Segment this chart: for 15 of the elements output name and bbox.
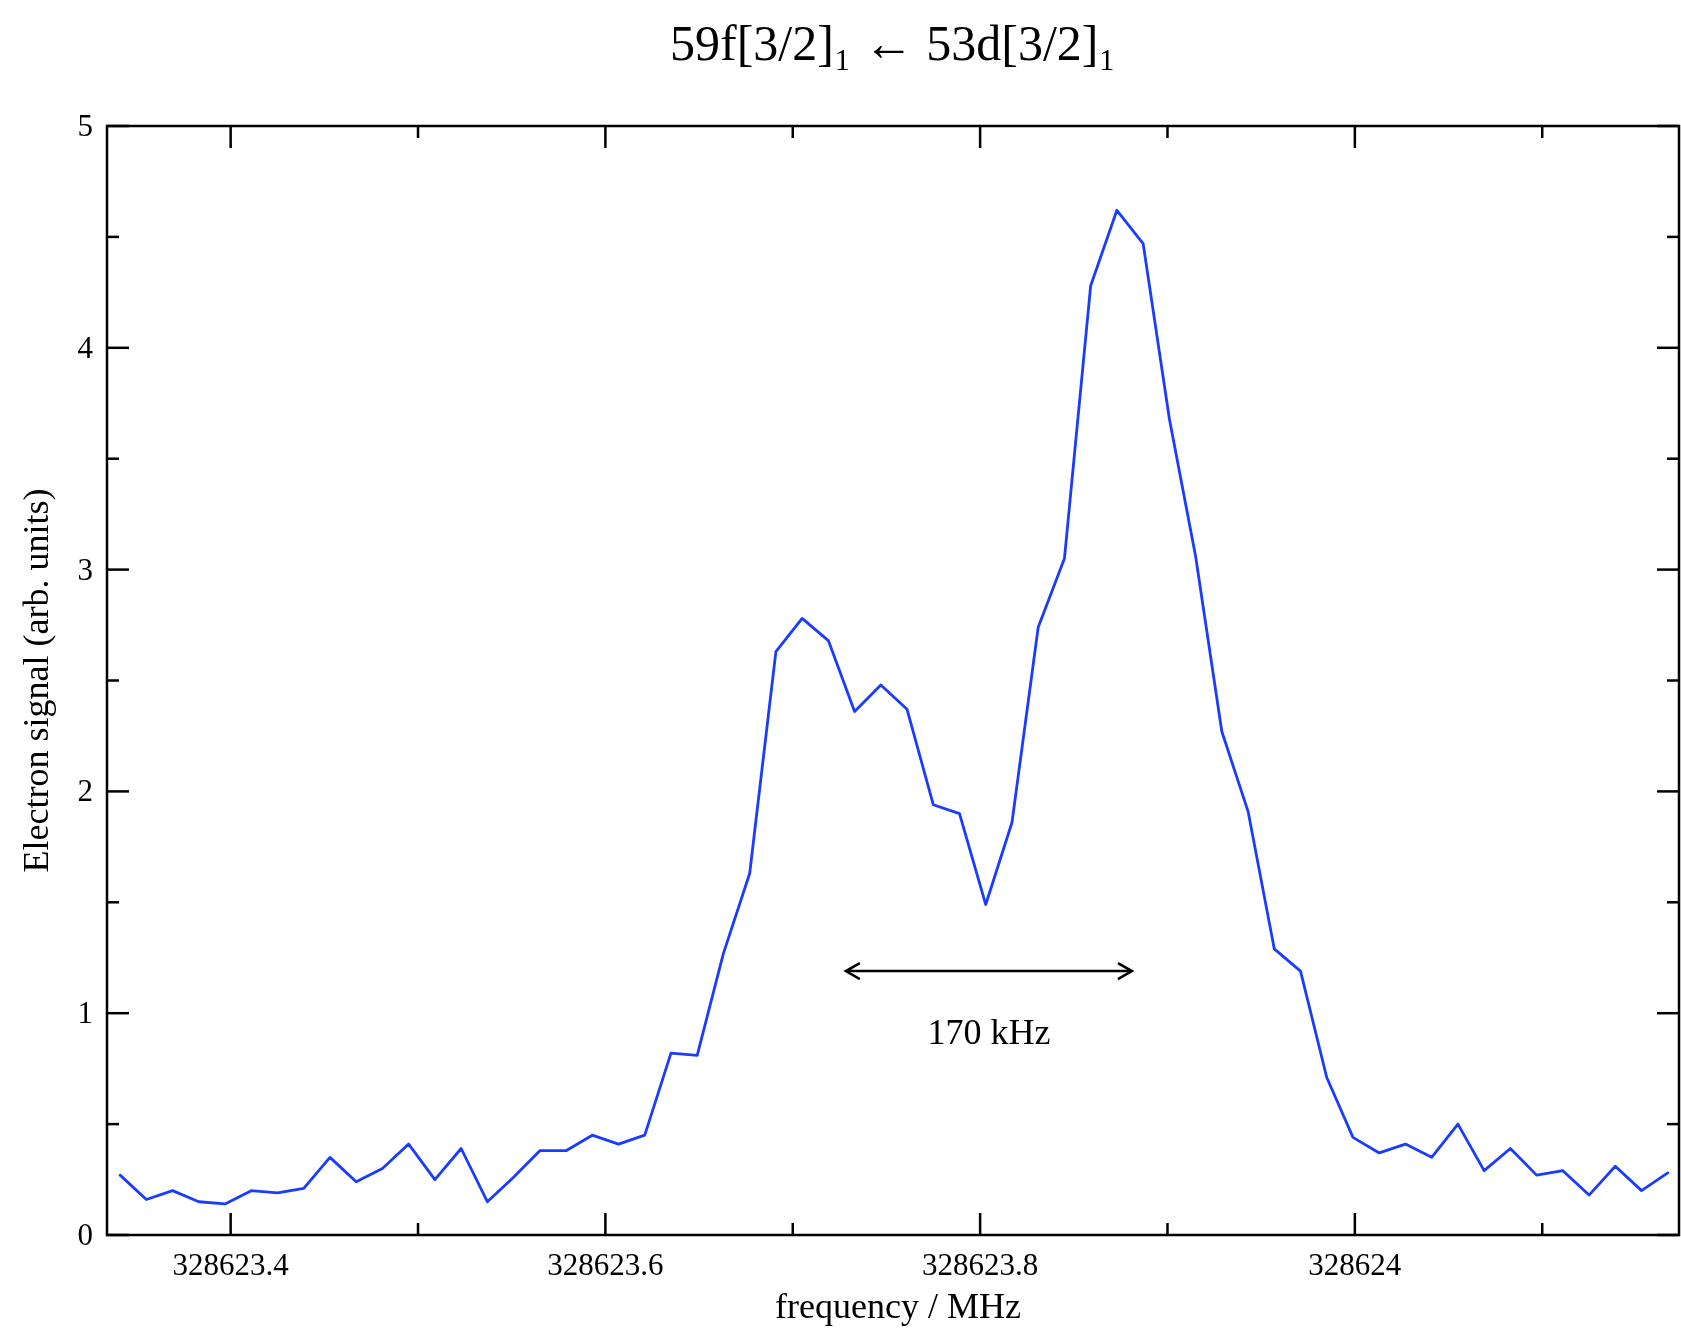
- y-tick-label: 3: [77, 551, 93, 587]
- y-axis-title: Electron signal (arb. units): [16, 488, 56, 873]
- x-axis-title: frequency / MHz: [775, 1286, 1021, 1326]
- chart-title: 59f[3/2]₁ ← 53d[3/2]₁: [670, 15, 1116, 71]
- x-tick-label: 328623.4: [172, 1247, 290, 1282]
- x-tick-label: 328623.8: [922, 1247, 1039, 1282]
- y-tick-label: 0: [77, 1217, 93, 1252]
- line-series: [118, 208, 1670, 1206]
- y-tick-label: 1: [77, 995, 93, 1031]
- x-tick-label: 328624: [1308, 1247, 1402, 1282]
- annotation: 170 kHz: [927, 1012, 1051, 1053]
- y-tick-label: 2: [77, 773, 93, 809]
- y-tick-label: 5: [77, 108, 93, 143]
- y-tick-label: 4: [77, 329, 94, 365]
- x-tick-label: 328623.6: [547, 1247, 664, 1282]
